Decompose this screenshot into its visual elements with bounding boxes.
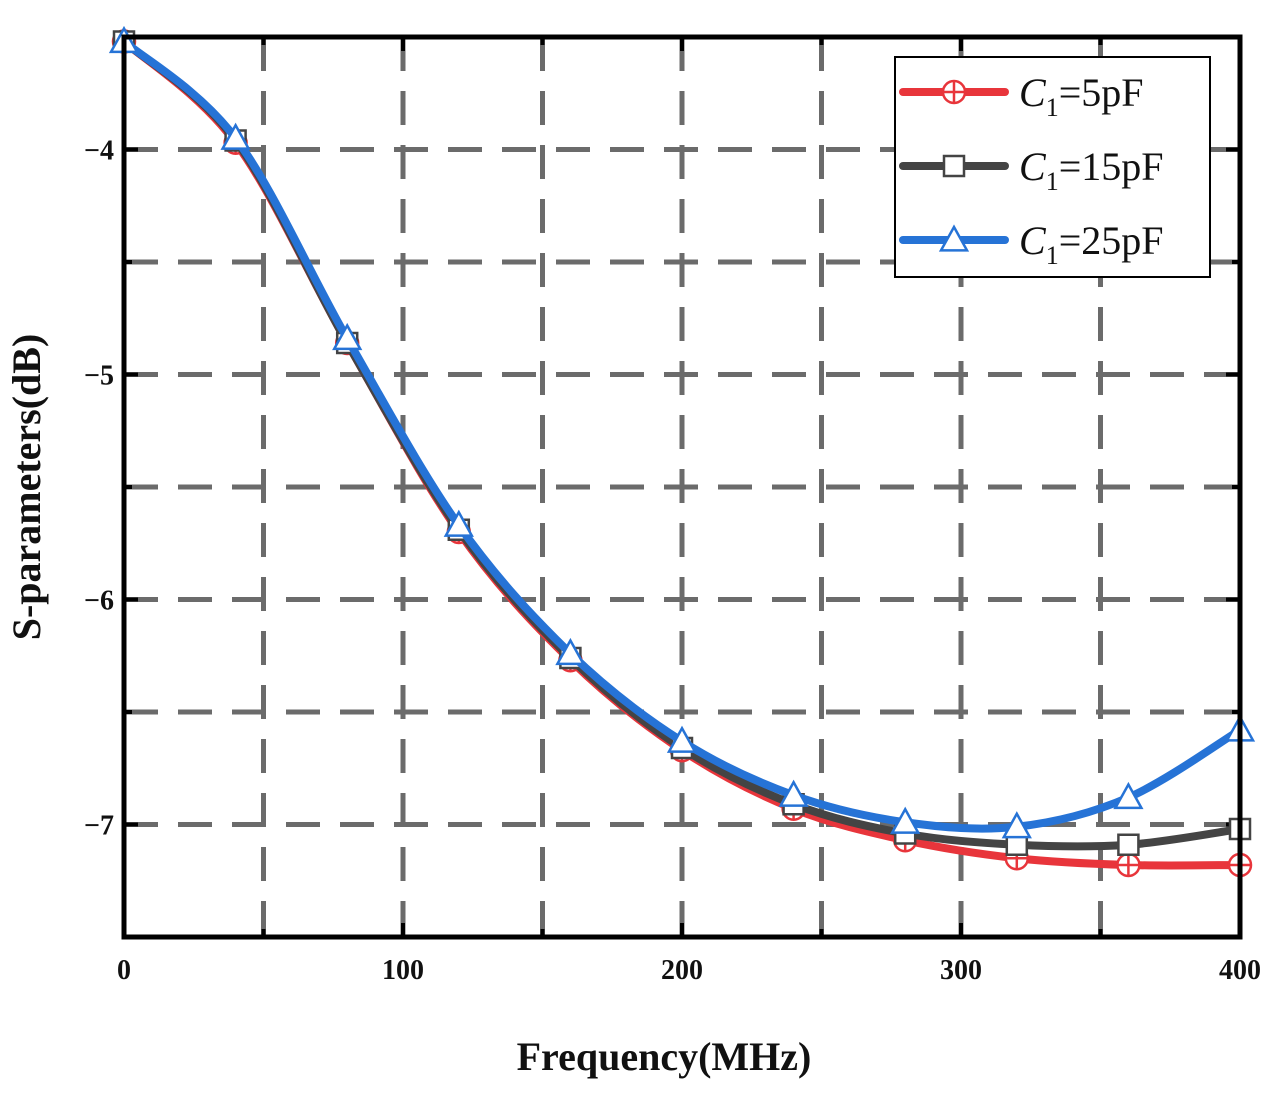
data-point [778,779,809,807]
data-point [220,122,251,150]
series-line [120,37,1244,833]
legend-label: C1=25pF [1019,218,1164,270]
legend-swatch-marker [938,224,970,252]
legend-label-subscript: 1 [1046,167,1059,196]
x-tick-label: 100 [382,955,424,986]
y-tick-label: −5 [84,361,114,392]
legend-item: C1=25pF [899,218,1164,270]
data-point [1116,852,1141,878]
data-point [332,322,363,351]
legend-label: C1=5pF [1019,70,1144,122]
legend-label-main: C [1019,144,1047,189]
x-tick-label: 300 [940,955,982,986]
legend-label: C1=15pF [1019,144,1164,196]
legend-label-subscript: 1 [1046,93,1059,122]
data-point [555,637,586,666]
x-tick-label: 400 [1219,955,1261,986]
legend-label-subscript: 1 [1046,241,1059,270]
data-point [1001,811,1032,839]
x-tick-label: 0 [117,955,131,986]
legend-item: C1=5pF [899,70,1144,122]
data-point [666,725,698,753]
y-tick-label: −4 [84,136,114,167]
y-axis-title: S-parameters(dB) [4,334,49,641]
legend-item: C1=15pF [899,144,1164,196]
data-point [1117,833,1140,856]
data-point [890,806,921,834]
data-point [443,509,474,537]
legend-swatch-marker [942,154,966,178]
legend-label-value: =25pF [1059,218,1164,263]
legend-label-main: C [1019,218,1047,263]
data-point [1113,781,1144,810]
y-tick-label: −6 [84,586,114,617]
tick-labels: 0 100 200 300 400 −4 −5 −6 −7 [84,136,1261,987]
legend-label-value: =5pF [1059,70,1144,115]
x-tick-label: 200 [661,955,703,986]
y-tick-label: −7 [84,811,114,842]
plot-frame [121,34,1243,940]
legend-label-main: C [1019,70,1047,115]
legend-swatch-marker [941,79,967,105]
grid-lines [124,37,1240,937]
legend-label-value: =15pF [1059,144,1164,189]
x-axis-title: Frequency(MHz) [517,1034,812,1079]
